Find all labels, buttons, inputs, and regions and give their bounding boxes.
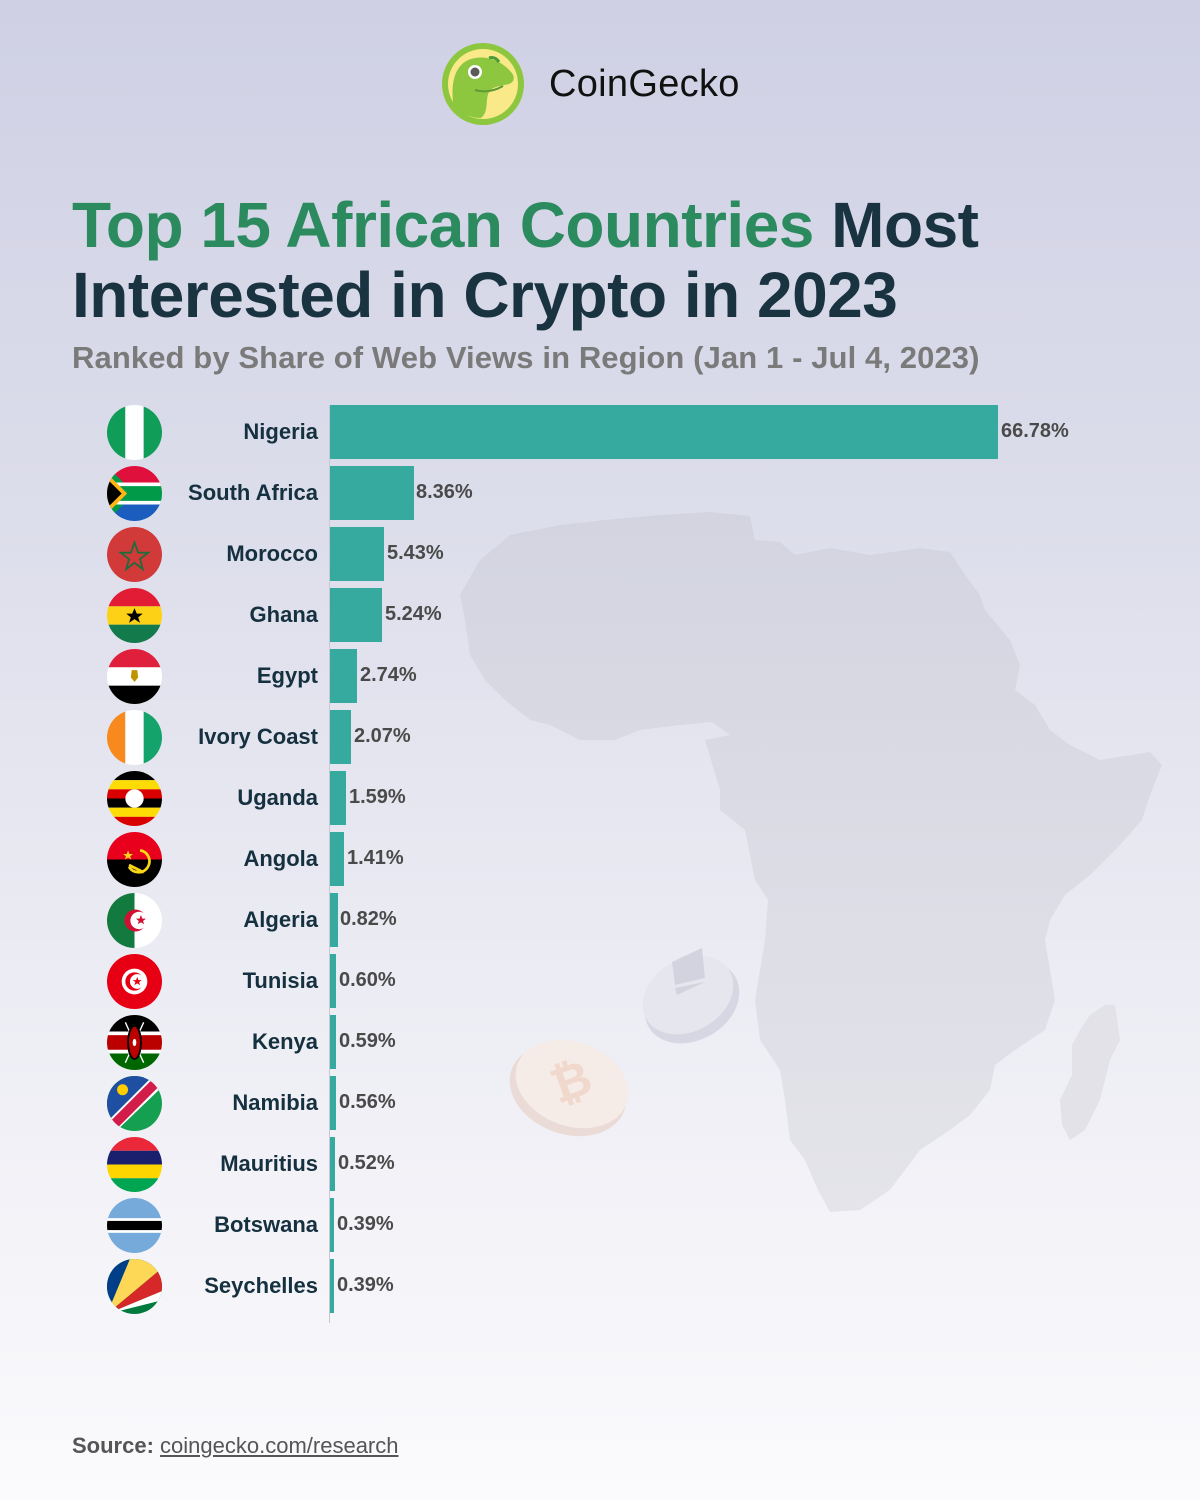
gecko-logo-icon [442,43,524,125]
ethereum-coin-icon [642,948,740,1044]
bar [330,649,357,703]
country-label: Algeria [243,907,318,932]
chart-row: Mauritius 0.52% [0,1137,1200,1192]
value-label: 0.52% [338,1152,395,1174]
value-label: 1.59% [349,786,406,808]
value-label: 1.41% [347,847,404,869]
chart-row: Ivory Coast 2.07% [0,710,1200,765]
country-label: Angola [243,846,318,871]
chart-row: Tunisia 0.60% [0,954,1200,1009]
namibia-flag-icon [107,1076,162,1131]
africa-map-silhouette: ₿ [460,512,1162,1212]
south-africa-flag-icon [107,466,162,521]
country-label: Tunisia [242,968,318,993]
bar [330,893,338,947]
chart-row: Algeria 0.82% [0,893,1200,948]
brand-name: CoinGecko [549,62,740,105]
chart-row: Namibia 0.56% [0,1076,1200,1131]
coingecko-logo: CoinGecko [441,42,740,126]
country-label: Ivory Coast [198,724,318,749]
country-label: Namibia [232,1090,318,1115]
angola-flag-icon [107,832,162,887]
source-link[interactable]: coingecko.com/research [160,1433,399,1458]
country-label: Mauritius [220,1151,318,1176]
algeria-flag-icon [107,893,162,948]
value-label: 0.39% [337,1274,394,1296]
country-label: Seychelles [204,1273,318,1298]
chart-row: Kenya 0.59% [0,1015,1200,1070]
egypt-flag-icon [107,649,162,704]
country-label: South Africa [188,480,318,505]
ivory-coast-flag-icon [107,710,162,765]
bitcoin-coin-icon: ₿ [509,1039,629,1137]
kenya-flag-icon [107,1015,162,1070]
tunisia-flag-icon [107,954,162,1009]
country-label: Kenya [251,1029,318,1054]
chart-row: Ghana 5.24% [0,588,1200,643]
country-label: Ghana [249,602,318,627]
value-label: 5.24% [385,603,442,625]
bar [330,710,351,764]
morocco-flag-icon [107,527,162,582]
y-axis-line [329,405,330,1323]
country-label: Egypt [256,663,318,688]
mauritius-flag-icon [107,1137,162,1192]
bar [330,405,998,459]
bar [330,1198,334,1252]
bar [330,1137,335,1191]
value-label: 2.74% [360,664,417,686]
bar [330,1076,336,1130]
subtitle: Ranked by Share of Web Views in Region (… [72,340,980,375]
bar [330,954,336,1008]
chart-row: Botswana 0.39% [0,1198,1200,1253]
value-label: 0.56% [339,1091,396,1113]
value-label: 5.43% [387,542,444,564]
value-label: 0.59% [339,1030,396,1052]
chart-row: Seychelles 0.39% [0,1259,1200,1314]
country-label: Nigeria [243,419,318,444]
value-label: 0.60% [339,969,396,991]
title-highlight: Top 15 African Countries [72,189,814,261]
bar [330,1259,334,1313]
bar [330,1015,336,1069]
bar [330,771,346,825]
source-note: Source: coingecko.com/research [72,1433,399,1459]
chart-row: Egypt 2.74% [0,649,1200,704]
chart-row: South Africa 8.36% [0,466,1200,521]
value-label: 0.39% [337,1213,394,1235]
title-line2: Interested in Crypto in 2023 [72,259,898,331]
value-label: 66.78% [1001,420,1069,442]
value-label: 2.07% [354,725,411,747]
value-label: 0.82% [340,908,397,930]
country-label: Botswana [214,1212,318,1237]
bar [330,588,382,642]
chart-row: Morocco 5.43% [0,527,1200,582]
country-label: Morocco [226,541,318,566]
title-rest: Most [813,189,979,261]
uganda-flag-icon [107,771,162,826]
bar [330,466,414,520]
botswana-flag-icon [107,1198,162,1253]
bar [330,527,384,581]
bar [330,832,344,886]
seychelles-flag-icon [107,1259,162,1314]
chart-row: Uganda 1.59% [0,771,1200,826]
page-title: Top 15 African Countries Most Interested … [72,190,1152,330]
source-label: Source: [72,1433,154,1458]
country-label: Uganda [237,785,318,810]
nigeria-flag-icon [107,405,162,460]
value-label: 8.36% [416,481,473,503]
ghana-flag-icon [107,588,162,643]
chart-row: Nigeria 66.78% [0,405,1200,460]
chart-row: Angola 1.41% [0,832,1200,887]
